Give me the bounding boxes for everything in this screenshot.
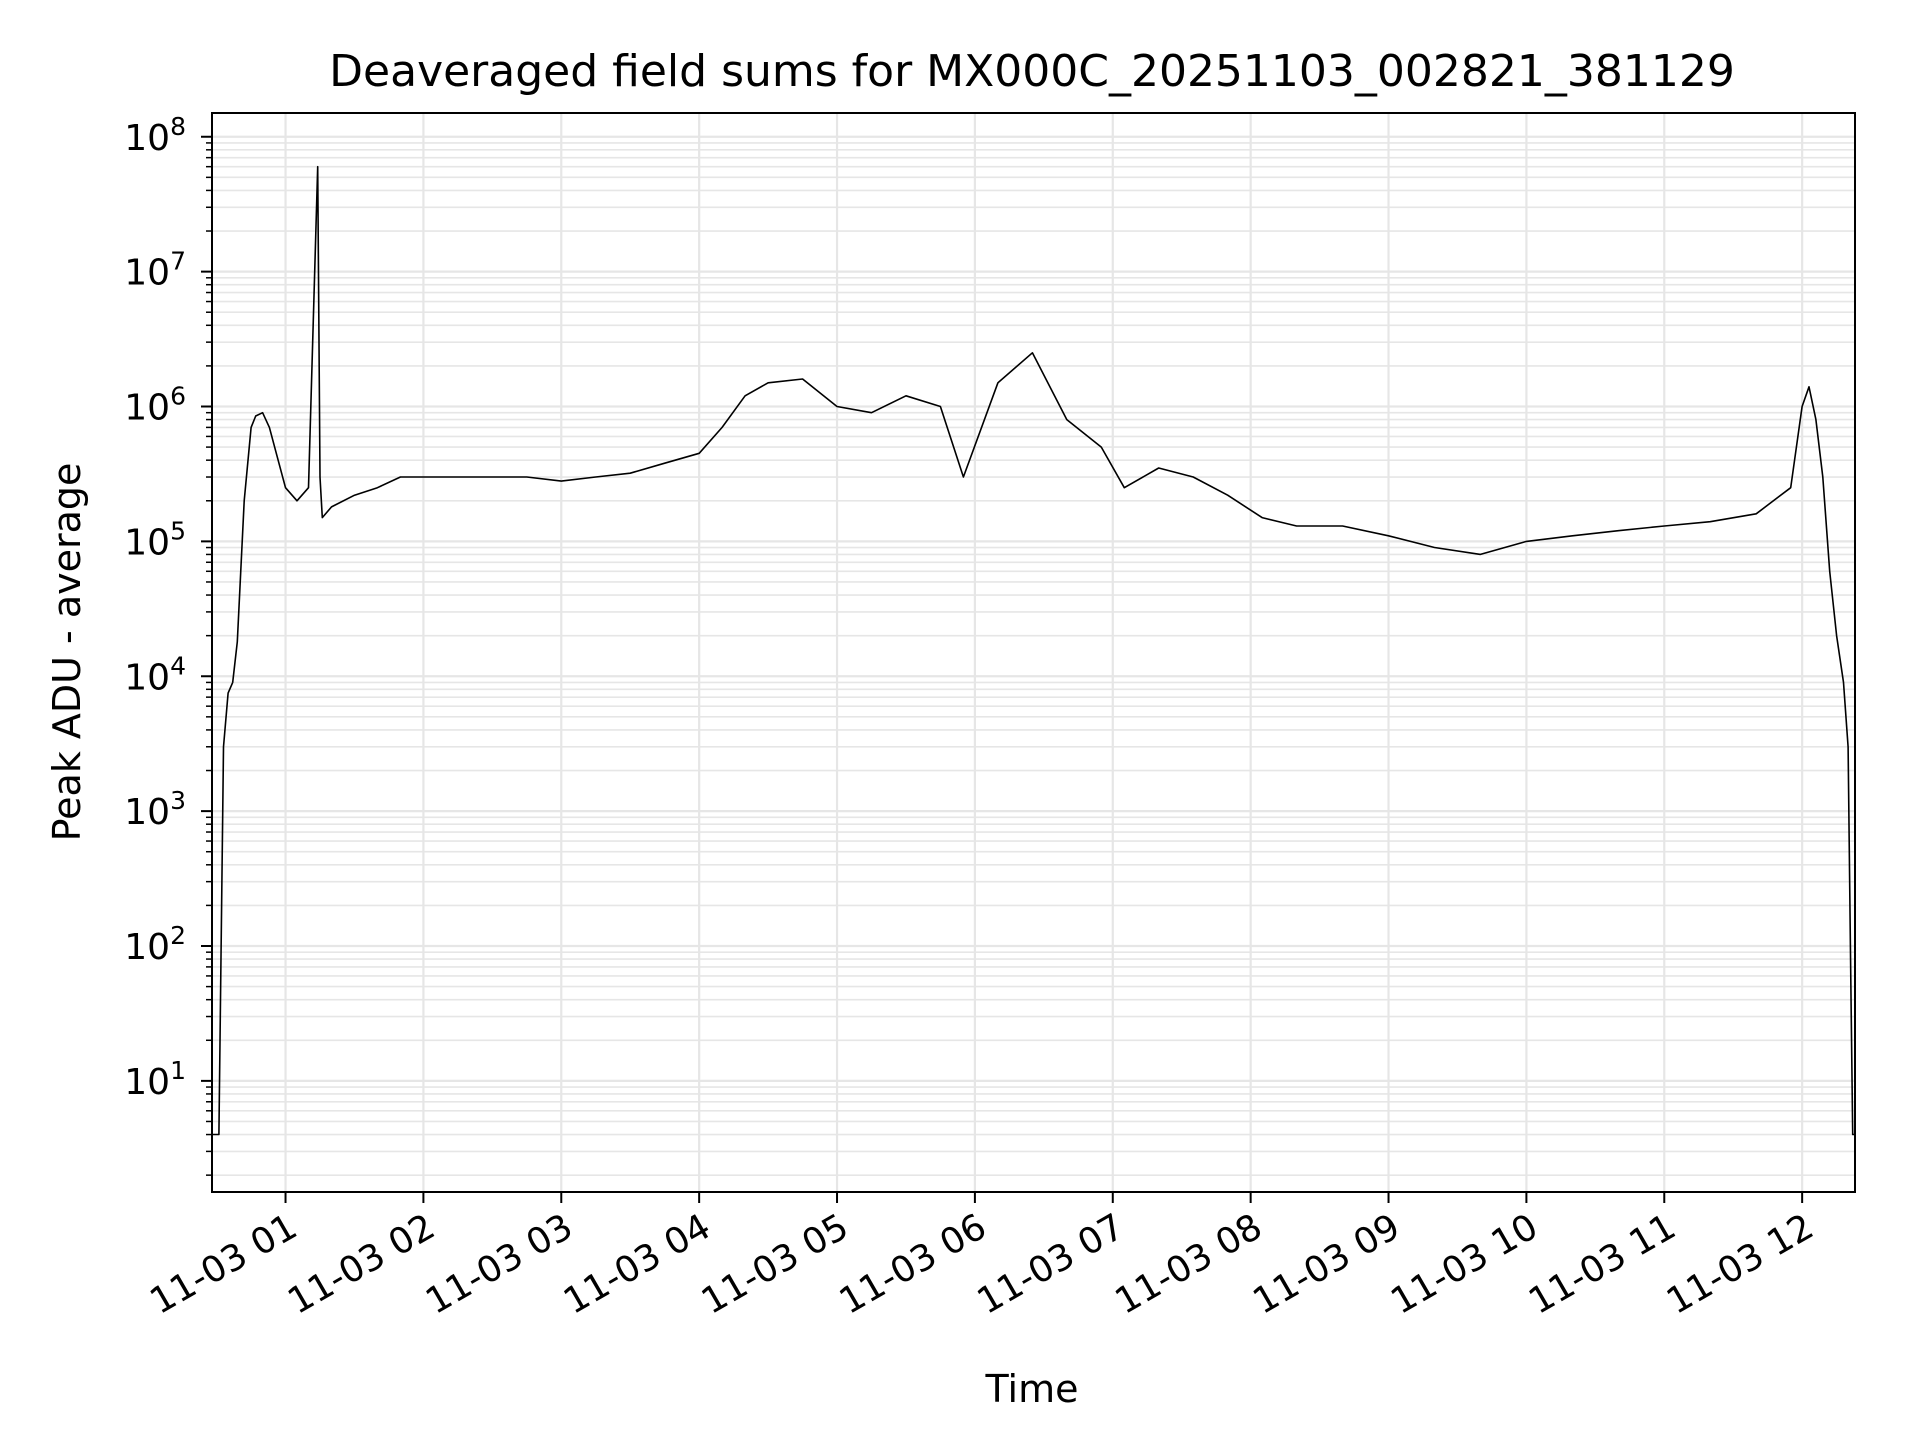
y-tick-label: 106	[124, 382, 186, 429]
axes-frame	[211, 112, 1856, 1193]
y-tick-label: 107	[124, 247, 186, 294]
y-tick-label: 101	[124, 1056, 186, 1103]
x-axis-label: Time	[985, 1367, 1079, 1411]
y-tick-label: 104	[124, 651, 186, 698]
y-tick-label: 102	[124, 921, 186, 968]
y-tick-label: 103	[124, 786, 186, 833]
series-line	[212, 165, 1855, 1136]
y-axis-label: Peak ADU - average	[45, 463, 89, 842]
y-tick-label: 105	[124, 516, 186, 563]
plot-area	[212, 165, 1855, 1136]
y-tick-label: 108	[124, 112, 186, 159]
chart-title: Deaveraged field sums for MX000C_2025110…	[329, 46, 1735, 97]
grid	[212, 113, 1855, 1192]
